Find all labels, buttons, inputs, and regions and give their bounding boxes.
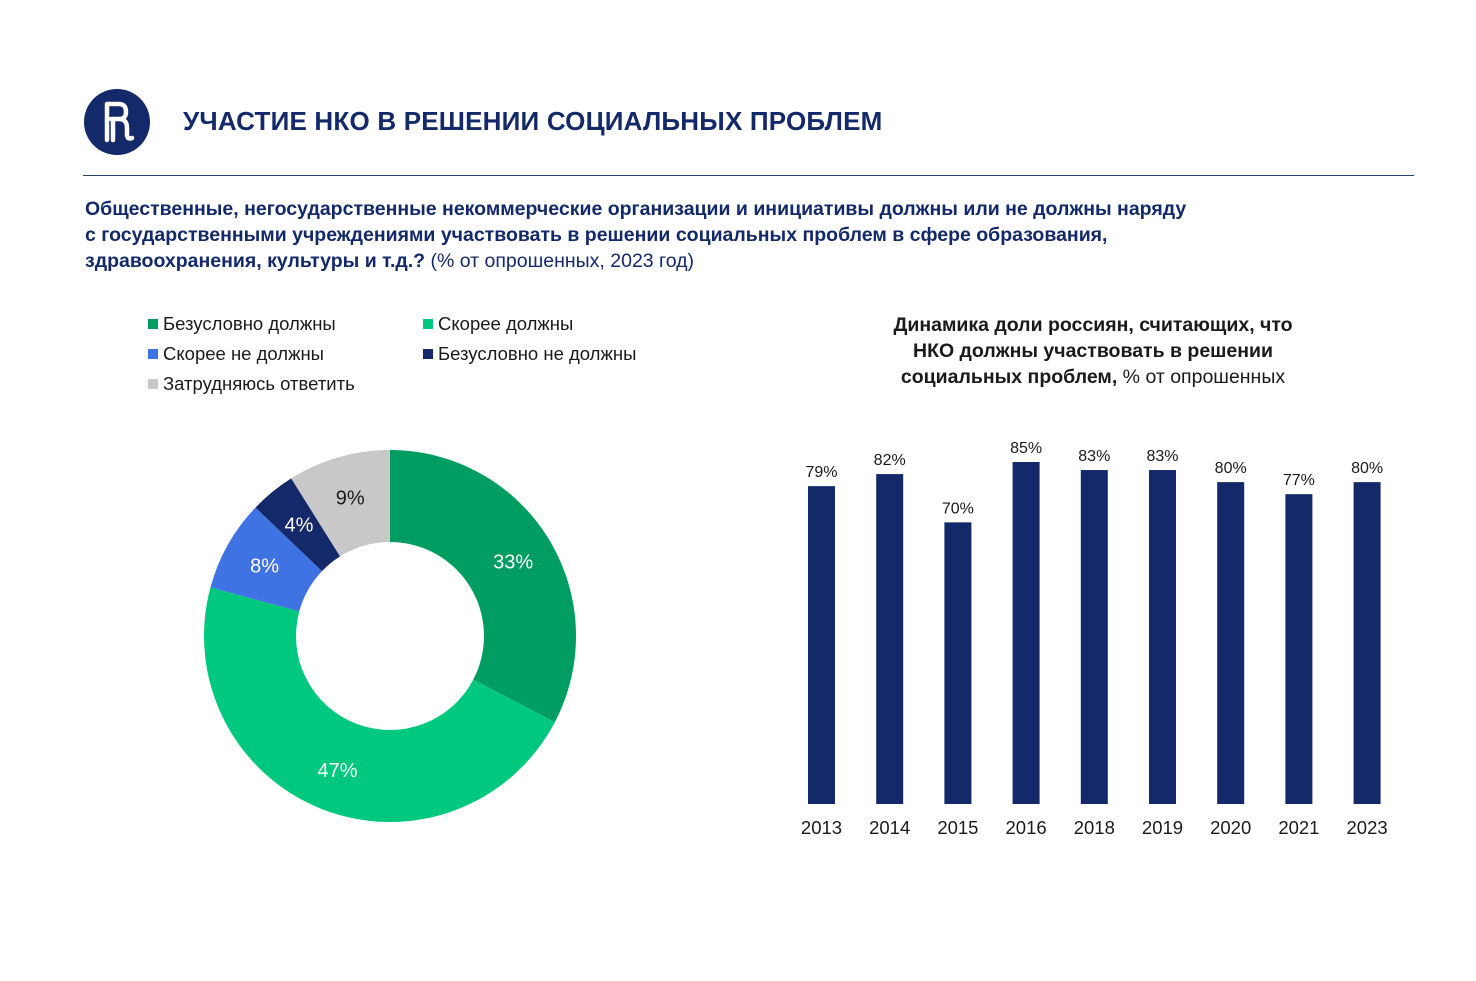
question-line-2: с государственными учреждениями участвов… <box>85 224 1108 246</box>
legend-label: Скорее должны <box>438 313 574 334</box>
x-tick-label: 2020 <box>1210 817 1251 838</box>
x-tick-label: 2013 <box>801 817 842 838</box>
donut-slice-label: 8% <box>250 555 279 577</box>
bar-value-label: 82% <box>874 452 906 469</box>
bar <box>1217 482 1245 804</box>
bar <box>1012 462 1040 804</box>
bar-chart: 79% 2013 82% 2014 70% 2015 85% 2016 83% 2018 83% 20… <box>801 440 1388 838</box>
legend-item-rather-not: Скорее не должны <box>148 343 324 365</box>
legend-label: Скорее не должны <box>163 343 324 364</box>
legend-item-rather-should: Скорее должны <box>423 313 573 335</box>
bar-value-label: 83% <box>1078 448 1110 465</box>
donut-slice <box>255 478 341 572</box>
donut-slice <box>291 450 390 557</box>
donut-slice-label: 4% <box>285 514 314 536</box>
bar <box>1080 470 1108 804</box>
x-tick-label: 2015 <box>937 817 978 838</box>
page-title: УЧАСТИЕ НКО В РЕШЕНИИ СОЦИАЛЬНЫХ ПРОБЛЕМ <box>183 106 883 136</box>
x-tick-label: 2018 <box>1074 817 1115 838</box>
bar-title-line-3-rest: % от опрошенных <box>1117 366 1286 388</box>
question-note: (% от опрошенных, 2023 год) <box>425 250 695 272</box>
bar-value-label: 83% <box>1146 448 1178 465</box>
donut-slice <box>203 587 555 823</box>
donut-slice <box>210 507 322 612</box>
legend-item-definitely-should: Безусловно должны <box>148 313 336 335</box>
legend-swatch <box>423 349 433 359</box>
legend-label: Затрудняюсь ответить <box>163 373 355 394</box>
bar <box>1149 470 1176 804</box>
question-line-3: здравоохранения, культуры и т.д.? <box>85 250 426 272</box>
donut-chart: 33% 47% 8% 4% 9% <box>203 450 576 823</box>
bar-value-label: 79% <box>805 464 837 481</box>
question-line-1: Общественные, негосударственные некоммер… <box>85 198 1187 220</box>
bar-value-label: 85% <box>1010 440 1042 457</box>
x-tick-label: 2019 <box>1142 817 1183 838</box>
legend-label: Безусловно должны <box>163 313 336 334</box>
x-tick-label: 2021 <box>1278 817 1319 838</box>
bar <box>876 474 904 804</box>
donut-slice-label: 47% <box>317 760 357 782</box>
bar <box>944 522 972 804</box>
bar-value-label: 70% <box>942 500 974 517</box>
legend-swatch <box>148 319 158 329</box>
hse-logo <box>84 89 150 155</box>
legend-label: Безусловно не должны <box>438 343 637 364</box>
legend-item-hard-to-say: Затрудняюсь ответить <box>148 373 355 395</box>
legend-item-definitely-not: Безусловно не должны <box>423 343 636 365</box>
bar <box>1285 494 1313 804</box>
donut-slice-label: 33% <box>493 551 533 573</box>
bar-chart-title: Динамика доли россиян, считающих, что НК… <box>843 312 1343 390</box>
legend-swatch <box>148 379 158 389</box>
bar-value-label: 77% <box>1283 472 1315 489</box>
legend-swatch <box>148 349 158 359</box>
x-tick-label: 2023 <box>1347 817 1388 838</box>
bar-title-line-1: Динамика доли россиян, считающих, что <box>893 314 1293 336</box>
survey-question: Общественные, негосударственные некоммер… <box>85 196 1385 274</box>
header-divider <box>83 175 1414 176</box>
x-tick-label: 2016 <box>1006 817 1047 838</box>
donut-slice <box>390 450 576 723</box>
x-tick-label: 2014 <box>869 817 910 838</box>
bar-value-label: 80% <box>1351 460 1383 477</box>
bar <box>1353 482 1381 804</box>
bar-title-line-2: НКО должны участвовать в решении <box>912 340 1274 362</box>
bar-title-line-3-bold: социальных проблем, <box>900 366 1118 388</box>
legend-swatch <box>423 319 433 329</box>
bar-value-label: 80% <box>1215 460 1247 477</box>
bar <box>808 486 835 804</box>
donut-slice-label: 9% <box>336 488 365 510</box>
